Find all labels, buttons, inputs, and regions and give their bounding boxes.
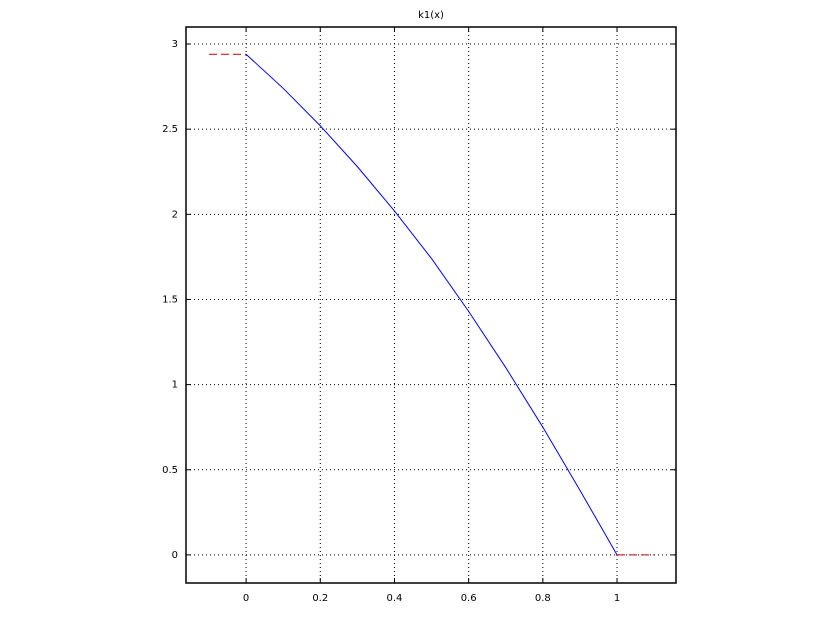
y-tick-label: 2 [172, 209, 178, 220]
y-tick-label: 0 [172, 550, 178, 561]
x-tick-label: 0.8 [535, 593, 551, 604]
x-tick-label: 0.6 [461, 593, 477, 604]
x-tick-label: 0.4 [387, 593, 403, 604]
y-tick-label: 2.5 [162, 124, 178, 135]
plot-frame [185, 26, 677, 584]
data-line [245, 53, 618, 556]
x-tick-label: 0.2 [312, 593, 328, 604]
y-tick-label: 1.5 [162, 294, 178, 305]
chart-title: k1(x) [418, 10, 444, 21]
x-tick-label: 0 [243, 593, 249, 604]
y-tick-label: 0.5 [162, 465, 178, 476]
y-tick-label: 3 [172, 39, 178, 50]
y-tick-label: 1 [172, 380, 178, 391]
x-tick-label: 1 [614, 593, 620, 604]
